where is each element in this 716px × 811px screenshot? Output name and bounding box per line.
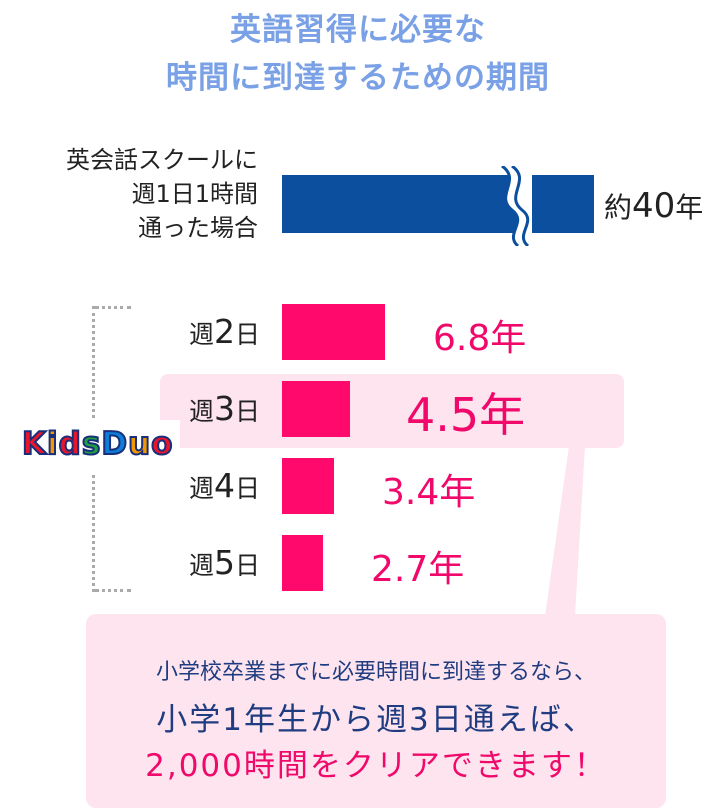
category-suffix: 日	[234, 397, 260, 426]
logo-letter: K	[21, 425, 48, 463]
category-suffix: 日	[234, 320, 260, 349]
category-label: 週4日	[110, 466, 260, 505]
category-prefix: 週	[188, 474, 214, 503]
category-number: 2	[213, 312, 235, 351]
category-label: 週2日	[110, 312, 260, 351]
category-suffix: 日	[234, 551, 260, 580]
logo-letter: o	[150, 425, 174, 463]
reference-bar	[282, 175, 594, 233]
category-label: 週5日	[110, 543, 260, 582]
category-prefix: 週	[188, 551, 214, 580]
category-number: 5	[213, 543, 235, 582]
kidsduo-logo-letters: KidsDuo	[21, 425, 174, 463]
bar-value-label: 3.4年	[382, 472, 476, 513]
kidsduo-logo: KidsDuo	[21, 425, 174, 463]
reference-value: 約40年	[604, 186, 703, 226]
axis-break-icon	[501, 166, 532, 246]
highlight-row-background	[160, 374, 624, 448]
bar	[282, 381, 350, 437]
logo-letter: u	[127, 425, 152, 463]
category-prefix: 週	[188, 397, 214, 426]
logo-letter: D	[100, 425, 129, 463]
callout-line3: 2,000時間をクリアできます！	[145, 748, 607, 784]
category-number: 3	[213, 389, 235, 428]
callout-tail	[545, 446, 585, 616]
callout-line2: 小学1年生から週3日通えば、	[156, 702, 596, 738]
bar	[282, 535, 323, 591]
reference-label-line: 通った場合	[138, 214, 258, 242]
category-number: 4	[213, 466, 235, 505]
bar	[282, 304, 385, 360]
logo-letter: i	[46, 425, 59, 463]
logo-letter: d	[58, 425, 82, 463]
reference-label-line: 英会話スクールに	[66, 146, 258, 174]
bar-value-label: 2.7年	[371, 549, 465, 590]
callout-box: 小学校卒業までに必要時間に到達するなら、 小学1年生から週3日通えば、 2,00…	[86, 614, 666, 808]
reference-label-line: 週1日1時間	[131, 180, 258, 208]
category-label: 週3日	[110, 389, 260, 428]
chart-title-line1: 英語習得に必要な	[230, 12, 486, 48]
reference-value-prefix: 約	[604, 191, 633, 224]
chart-title-line2: 時間に到達するための期間	[166, 60, 550, 96]
category-suffix: 日	[234, 474, 260, 503]
callout-line1: 小学校卒業までに必要時間に到達するなら、	[155, 660, 596, 685]
reference-value-unit: 年	[675, 191, 704, 224]
bar-value-label: 6.8年	[433, 318, 527, 359]
axis-break-gap	[498, 166, 538, 246]
reference-label: 英会話スクールに 週1日1時間 通った場合	[66, 143, 258, 245]
logo-backdrop	[14, 420, 180, 474]
logo-letter: s	[81, 425, 102, 463]
bar-value-label: 4.5年	[406, 388, 526, 442]
reference-value-number: 40	[632, 186, 676, 226]
bar	[282, 458, 334, 514]
category-prefix: 週	[188, 320, 214, 349]
